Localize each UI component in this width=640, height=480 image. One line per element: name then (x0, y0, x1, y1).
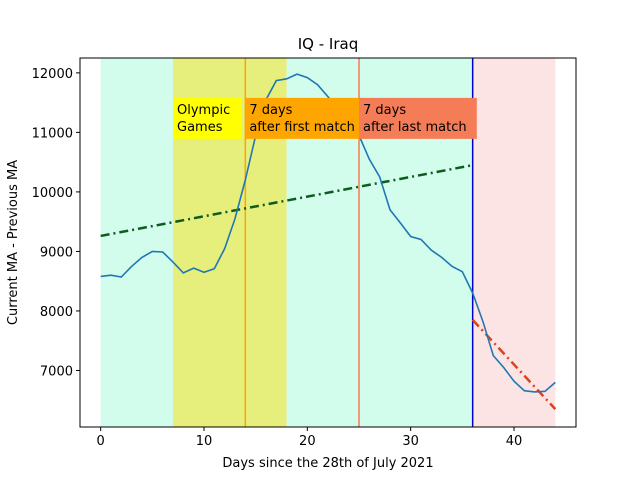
x-tick-label: 20 (299, 434, 316, 449)
chart-title: IQ - Iraq (298, 35, 358, 53)
annotations: Olympic Games 7 days after first match 7 day… (173, 97, 477, 139)
x-tick-label: 10 (196, 434, 213, 449)
band-0 (100, 58, 173, 427)
x-axis-label: Days since the 28th of July 2021 (222, 456, 433, 471)
annotation-text-1-0: 7 days (249, 103, 292, 118)
annotation-text-0-1: Games (177, 120, 223, 135)
annotation-box-0 (173, 97, 242, 139)
annotation-text-1-1: after first match (249, 120, 355, 135)
y-axis-label: Current MA - Previous MA (6, 160, 21, 325)
annotation-text-0-0: Olympic (177, 103, 230, 118)
y-tick-label: 8000 (40, 305, 73, 320)
x-tick-label: 0 (97, 434, 105, 449)
band-3 (472, 58, 556, 427)
annotation-box-1 (245, 97, 364, 139)
y-tick-label: 7000 (40, 364, 73, 379)
x-tick-label: 40 (506, 434, 523, 449)
y-tick-label: 9000 (40, 245, 73, 260)
y-tick-label: 10000 (32, 186, 73, 201)
x-tick-label: 30 (402, 434, 419, 449)
trend-line-0 (100, 163, 473, 238)
y-axis-ticks: 7000 8000 9000 10000 11000 12000 (32, 67, 80, 379)
series-line-0 (100, 73, 556, 393)
annotation-box-2 (359, 97, 477, 139)
x-axis-ticks: 0 10 20 30 40 (97, 427, 523, 449)
y-tick-label: 11000 (32, 126, 73, 141)
plot-frame (79, 57, 577, 428)
annotation-text-2-0: 7 days (363, 103, 406, 118)
data-series (100, 73, 556, 393)
annotation-text-2-1: after last match (363, 120, 467, 135)
y-tick-label: 12000 (32, 67, 73, 82)
